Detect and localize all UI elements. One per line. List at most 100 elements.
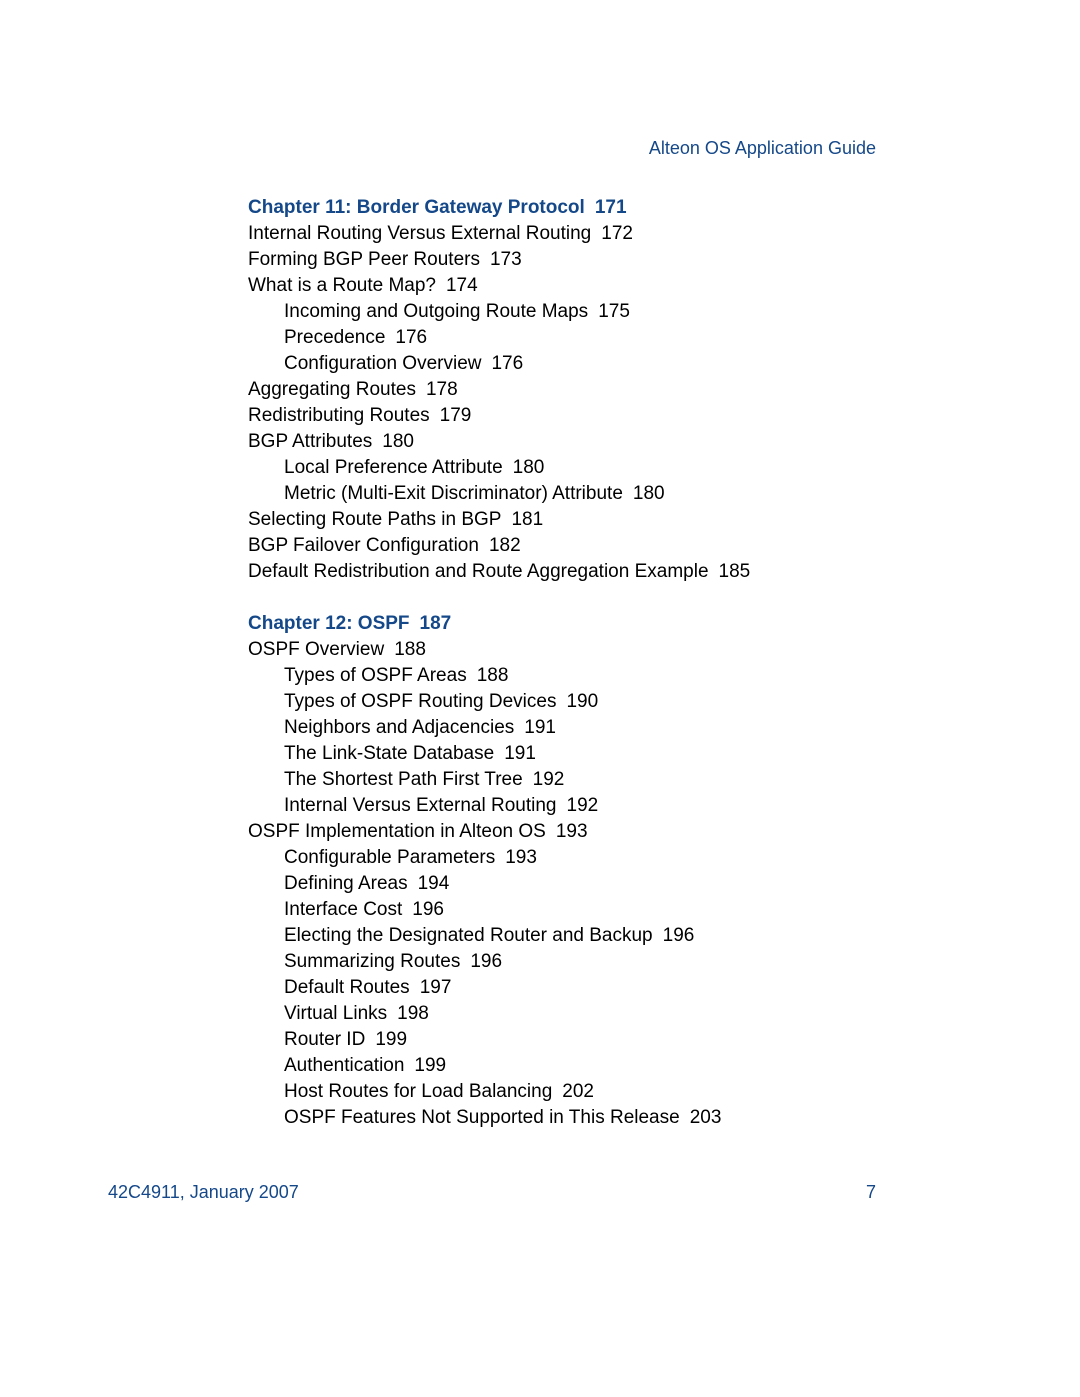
toc-entry-page: 179: [440, 405, 472, 426]
toc-entry-page: 173: [490, 249, 522, 270]
toc-entry-label: OSPF Overview: [248, 639, 384, 660]
toc-entry-page: 190: [566, 691, 598, 712]
toc-entry-page: 181: [511, 509, 543, 530]
toc-entry[interactable]: Redistributing Routes 179: [248, 403, 968, 429]
toc-entry-label: Summarizing Routes: [284, 951, 460, 972]
toc-entry-label: Metric (Multi-Exit Discriminator) Attrib…: [284, 483, 623, 504]
chapter-title[interactable]: Chapter 11: Border Gateway Protocol 171: [248, 195, 968, 221]
toc-entry-page: 192: [567, 795, 599, 816]
toc-entry-page: 199: [375, 1029, 407, 1050]
toc-entry-label: Host Routes for Load Balancing: [284, 1081, 552, 1102]
toc-entry-label: The Link-State Database: [284, 743, 494, 764]
toc-entry[interactable]: Configuration Overview176: [248, 351, 968, 377]
toc-entry-page: 176: [491, 353, 523, 374]
toc-entry[interactable]: Types of OSPF Areas 188: [248, 663, 968, 689]
toc-entry-label: Default Redistribution and Route Aggrega…: [248, 561, 709, 582]
toc-entry[interactable]: Local Preference Attribute180: [248, 455, 968, 481]
toc-entry-label: Configurable Parameters: [284, 847, 495, 868]
toc-entry[interactable]: OSPF Features Not Supported in This Rele…: [248, 1105, 968, 1131]
toc-entry[interactable]: OSPF Overview188: [248, 637, 968, 663]
toc-entry-label: Selecting Route Paths in BGP: [248, 509, 501, 530]
toc-entry[interactable]: Electing the Designated Router and Backu…: [248, 923, 968, 949]
toc-entry-label: Redistributing Routes: [248, 405, 430, 426]
toc-entry[interactable]: The Link-State Database191: [248, 741, 968, 767]
toc-entry-page: 172: [601, 223, 633, 244]
toc-entry-label: Types of OSPF Areas: [284, 665, 467, 686]
toc-entry[interactable]: Internal Routing Versus External Routing…: [248, 221, 968, 247]
toc-entry-label: Neighbors and Adjacencies: [284, 717, 514, 738]
toc-entry-page: 194: [418, 873, 450, 894]
toc-entry-label: Internal Routing Versus External Routing: [248, 223, 591, 244]
toc-entry-label: Types of OSPF Routing Devices: [284, 691, 556, 712]
toc-entry[interactable]: BGP Attributes 180: [248, 429, 968, 455]
toc-entry[interactable]: Types of OSPF Routing Devices 190: [248, 689, 968, 715]
toc-entry-label: OSPF Features Not Supported in This Rele…: [284, 1107, 680, 1128]
toc-entry-page: 197: [420, 977, 452, 998]
toc-entry[interactable]: Neighbors and Adjacencies 191: [248, 715, 968, 741]
chapter-block: Chapter 12: OSPF187OSPF Overview188Types…: [248, 611, 968, 1131]
toc-entry[interactable]: Precedence 176: [248, 325, 968, 351]
toc-entry-label: Incoming and Outgoing Route Maps: [284, 301, 588, 322]
toc-entry[interactable]: Metric (Multi-Exit Discriminator) Attrib…: [248, 481, 968, 507]
toc-entry[interactable]: Virtual Links198: [248, 1001, 968, 1027]
toc-entry-page: 191: [524, 717, 556, 738]
toc-entry[interactable]: OSPF Implementation in Alteon OS193: [248, 819, 968, 845]
toc-entry-page: 175: [598, 301, 630, 322]
toc-entry-label: Defining Areas: [284, 873, 408, 894]
chapter-title[interactable]: Chapter 12: OSPF 187: [248, 611, 968, 637]
toc-entry-page: 202: [562, 1081, 594, 1102]
toc-entry-label: Default Routes: [284, 977, 410, 998]
toc-entry-page: 199: [414, 1055, 446, 1076]
toc-entry-page: 182: [489, 535, 521, 556]
toc-entry-label: The Shortest Path First Tree: [284, 769, 523, 790]
toc-entry-label: OSPF Implementation in Alteon OS: [248, 821, 546, 842]
toc-entry-page: 196: [663, 925, 695, 946]
toc-entry[interactable]: BGP Failover Configuration 182: [248, 533, 968, 559]
toc-entry[interactable]: Defining Areas 194: [248, 871, 968, 897]
chapter-block: Chapter 11: Border Gateway Protocol171In…: [248, 195, 968, 585]
toc-entry-page: 180: [382, 431, 414, 452]
toc-entry[interactable]: Selecting Route Paths in BGP 181: [248, 507, 968, 533]
toc-entry-page: 174: [446, 275, 478, 296]
toc-entry[interactable]: Summarizing Routes 196: [248, 949, 968, 975]
toc-entry-page: 203: [690, 1107, 722, 1128]
toc-entry[interactable]: Interface Cost196: [248, 897, 968, 923]
toc-entry-page: 196: [470, 951, 502, 972]
chapter-title-page: 187: [420, 613, 452, 634]
running-header: Alteon OS Application Guide: [649, 138, 876, 159]
toc-entry[interactable]: Default Redistribution and Route Aggrega…: [248, 559, 968, 585]
toc-entry[interactable]: Internal Versus External Routing 192: [248, 793, 968, 819]
toc-entry[interactable]: Aggregating Routes178: [248, 377, 968, 403]
toc-entry[interactable]: Router ID 199: [248, 1027, 968, 1053]
toc-entry[interactable]: Authentication199: [248, 1053, 968, 1079]
toc-entry-label: Router ID: [284, 1029, 365, 1050]
toc-entry-label: Local Preference Attribute: [284, 457, 503, 478]
toc-entry-label: Interface Cost: [284, 899, 402, 920]
toc-content: Chapter 11: Border Gateway Protocol171In…: [248, 195, 968, 1157]
toc-page: Alteon OS Application Guide Chapter 11: …: [0, 0, 1080, 1397]
toc-entry[interactable]: What is a Route Map? 174: [248, 273, 968, 299]
toc-entry-label: Virtual Links: [284, 1003, 387, 1024]
toc-entry-page: 192: [533, 769, 565, 790]
toc-entry-label: What is a Route Map?: [248, 275, 436, 296]
footer-doc-id: 42C4911, January 2007: [108, 1182, 299, 1203]
toc-entry-page: 193: [505, 847, 537, 868]
toc-entry[interactable]: Incoming and Outgoing Route Maps 175: [248, 299, 968, 325]
toc-entry-page: 176: [395, 327, 427, 348]
chapter-title-label: Chapter 11: Border Gateway Protocol: [248, 197, 585, 218]
toc-entry-label: BGP Attributes: [248, 431, 372, 452]
toc-entry[interactable]: Forming BGP Peer Routers 173: [248, 247, 968, 273]
toc-entry-label: Internal Versus External Routing: [284, 795, 557, 816]
toc-entry-label: BGP Failover Configuration: [248, 535, 479, 556]
toc-entry[interactable]: Host Routes for Load Balancing 202: [248, 1079, 968, 1105]
chapter-title-page: 171: [595, 197, 627, 218]
toc-entry-page: 185: [719, 561, 751, 582]
toc-entry-page: 188: [477, 665, 509, 686]
toc-entry-label: Forming BGP Peer Routers: [248, 249, 480, 270]
toc-entry-label: Precedence: [284, 327, 385, 348]
chapter-title-label: Chapter 12: OSPF: [248, 613, 410, 634]
toc-entry[interactable]: The Shortest Path First Tree 192: [248, 767, 968, 793]
toc-entry[interactable]: Configurable Parameters 193: [248, 845, 968, 871]
toc-entry[interactable]: Default Routes 197: [248, 975, 968, 1001]
toc-entry-label: Aggregating Routes: [248, 379, 416, 400]
